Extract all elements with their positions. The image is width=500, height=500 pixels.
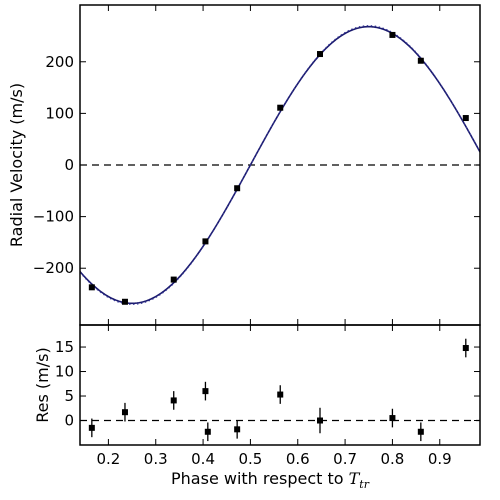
res-data-point: [417, 428, 424, 435]
rv-data-point: [462, 115, 469, 122]
x-tick-label: 0.3: [144, 450, 168, 468]
rv-data-point: [317, 51, 323, 58]
res-data-point: [317, 417, 323, 424]
x-axis-label-subscript: tr: [359, 478, 369, 491]
x-axis-label-symbol: T: [349, 469, 361, 488]
x-tick-label: 0.9: [428, 450, 452, 468]
res-data-point: [389, 415, 396, 422]
y-axis-label-residuals: Res (m/s): [33, 347, 52, 422]
rv-data-point: [277, 104, 284, 111]
res-y-tick-label: 5: [64, 387, 74, 405]
rv-y-tick-label: −200: [33, 259, 74, 277]
x-axis-label: Phase with respect to Ttr: [171, 469, 370, 491]
res-data-point: [202, 388, 209, 395]
x-tick-label: 0.4: [191, 450, 215, 468]
model-curve-group: [80, 25, 480, 305]
x-tick-label: 0.7: [333, 450, 357, 468]
res-data-point: [170, 397, 177, 404]
rv-y-tick-label: 200: [45, 53, 74, 71]
res-data-point: [88, 424, 95, 431]
residuals-panel: 0.2 0.3 0.4 0.5 0.6 0.7 0.8 0.9 0 5 10 15: [55, 324, 481, 468]
rv-y-tick-label: 0: [64, 156, 74, 174]
res-data-point: [121, 409, 128, 416]
res-y-tick-label: 15: [55, 338, 74, 356]
rv-data-point: [417, 57, 424, 64]
rv-y-tick-label: 100: [45, 104, 74, 122]
res-frame: [79, 324, 481, 446]
res-y-tick-label: 10: [55, 363, 74, 381]
radial-velocity-panel: −200 −100 0 100 200: [33, 4, 481, 326]
x-tick-label: 0.6: [286, 450, 310, 468]
rv-data-point: [88, 284, 95, 291]
res-y-tick-label: 0: [64, 412, 74, 430]
res-data-point: [462, 345, 469, 352]
rv-y-tick-label: −100: [33, 208, 74, 226]
rv-data-point: [121, 298, 128, 305]
x-tick-label: 0.5: [238, 450, 262, 468]
x-tick-label: 0.8: [380, 450, 404, 468]
rv-data-point: [170, 276, 177, 283]
x-axis-label-prefix: Phase with respect to: [171, 469, 349, 488]
rv-data-point: [389, 31, 396, 38]
res-data-point: [277, 391, 284, 398]
res-data-point: [234, 426, 241, 433]
rv-data-point: [234, 185, 241, 192]
res-data-point: [204, 428, 211, 435]
rv-data-point: [202, 238, 209, 245]
x-tick-label: 0.2: [96, 450, 120, 468]
y-axis-label-rv: Radial Velocity (m/s): [7, 83, 26, 247]
